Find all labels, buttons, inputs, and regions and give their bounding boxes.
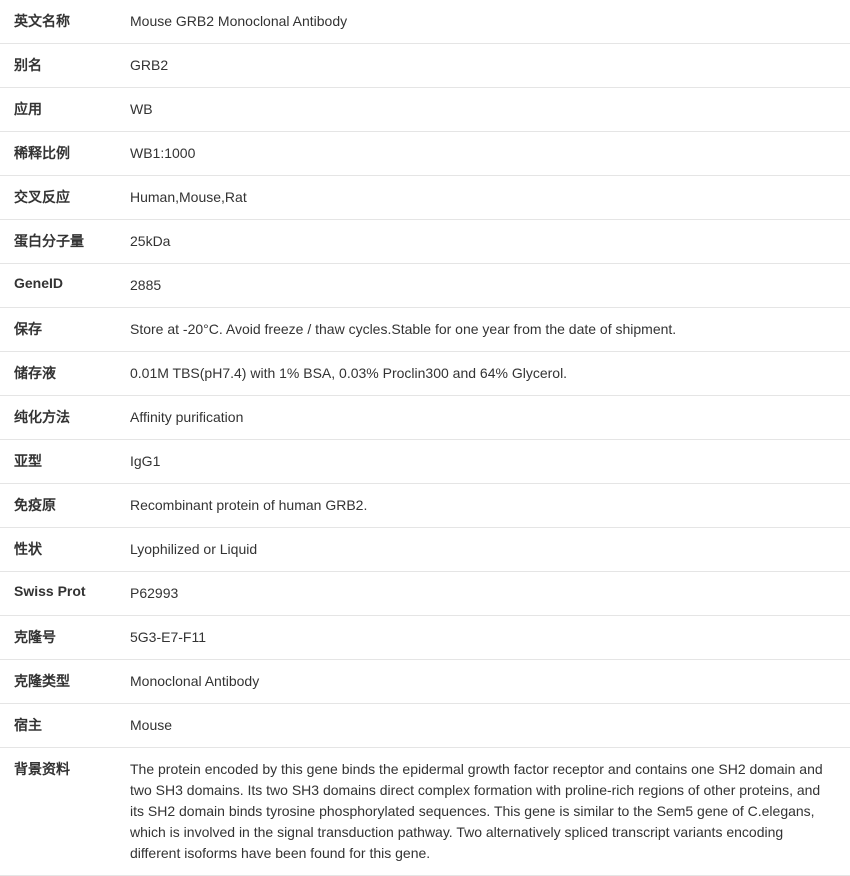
table-row: 交叉反应 Human,Mouse,Rat: [0, 176, 850, 220]
table-row: 储存液 0.01M TBS(pH7.4) with 1% BSA, 0.03% …: [0, 352, 850, 396]
spec-tbody: 英文名称 Mouse GRB2 Monoclonal Antibody 别名 G…: [0, 0, 850, 876]
table-row: 性状 Lyophilized or Liquid: [0, 528, 850, 572]
table-row: 稀释比例 WB1:1000: [0, 132, 850, 176]
spec-value: Affinity purification: [130, 396, 850, 440]
spec-label: 免疫原: [0, 484, 130, 528]
spec-value: Store at -20°C. Avoid freeze / thaw cycl…: [130, 308, 850, 352]
spec-value: Mouse GRB2 Monoclonal Antibody: [130, 0, 850, 44]
spec-value: GRB2: [130, 44, 850, 88]
table-row: 别名 GRB2: [0, 44, 850, 88]
spec-value: 2885: [130, 264, 850, 308]
spec-label: 性状: [0, 528, 130, 572]
spec-label: 储存液: [0, 352, 130, 396]
table-row: 背景资料 The protein encoded by this gene bi…: [0, 748, 850, 876]
spec-label: 宿主: [0, 704, 130, 748]
spec-label: 背景资料: [0, 748, 130, 876]
table-row: GeneID 2885: [0, 264, 850, 308]
table-row: 克隆号 5G3-E7-F11: [0, 616, 850, 660]
spec-value: Human,Mouse,Rat: [130, 176, 850, 220]
table-row: 克隆类型 Monoclonal Antibody: [0, 660, 850, 704]
spec-value: 5G3-E7-F11: [130, 616, 850, 660]
spec-label: 保存: [0, 308, 130, 352]
spec-label: 克隆号: [0, 616, 130, 660]
spec-value: Lyophilized or Liquid: [130, 528, 850, 572]
spec-label: 交叉反应: [0, 176, 130, 220]
spec-label: 稀释比例: [0, 132, 130, 176]
table-row: 免疫原 Recombinant protein of human GRB2.: [0, 484, 850, 528]
spec-label: 纯化方法: [0, 396, 130, 440]
spec-label: 克隆类型: [0, 660, 130, 704]
spec-value: Mouse: [130, 704, 850, 748]
spec-label: GeneID: [0, 264, 130, 308]
spec-label: 应用: [0, 88, 130, 132]
spec-value: 0.01M TBS(pH7.4) with 1% BSA, 0.03% Proc…: [130, 352, 850, 396]
table-row: 保存 Store at -20°C. Avoid freeze / thaw c…: [0, 308, 850, 352]
spec-label: 蛋白分子量: [0, 220, 130, 264]
spec-value: Monoclonal Antibody: [130, 660, 850, 704]
spec-value: IgG1: [130, 440, 850, 484]
spec-value: WB: [130, 88, 850, 132]
spec-value: Recombinant protein of human GRB2.: [130, 484, 850, 528]
spec-value: WB1:1000: [130, 132, 850, 176]
spec-value: P62993: [130, 572, 850, 616]
spec-label: Swiss Prot: [0, 572, 130, 616]
spec-label: 英文名称: [0, 0, 130, 44]
table-row: 亚型 IgG1: [0, 440, 850, 484]
table-row: 纯化方法 Affinity purification: [0, 396, 850, 440]
table-row: 蛋白分子量 25kDa: [0, 220, 850, 264]
spec-table: 英文名称 Mouse GRB2 Monoclonal Antibody 别名 G…: [0, 0, 850, 876]
table-row: Swiss Prot P62993: [0, 572, 850, 616]
spec-label: 亚型: [0, 440, 130, 484]
spec-label: 别名: [0, 44, 130, 88]
table-row: 英文名称 Mouse GRB2 Monoclonal Antibody: [0, 0, 850, 44]
table-row: 宿主 Mouse: [0, 704, 850, 748]
spec-value: 25kDa: [130, 220, 850, 264]
table-row: 应用 WB: [0, 88, 850, 132]
spec-value: The protein encoded by this gene binds t…: [130, 748, 850, 876]
